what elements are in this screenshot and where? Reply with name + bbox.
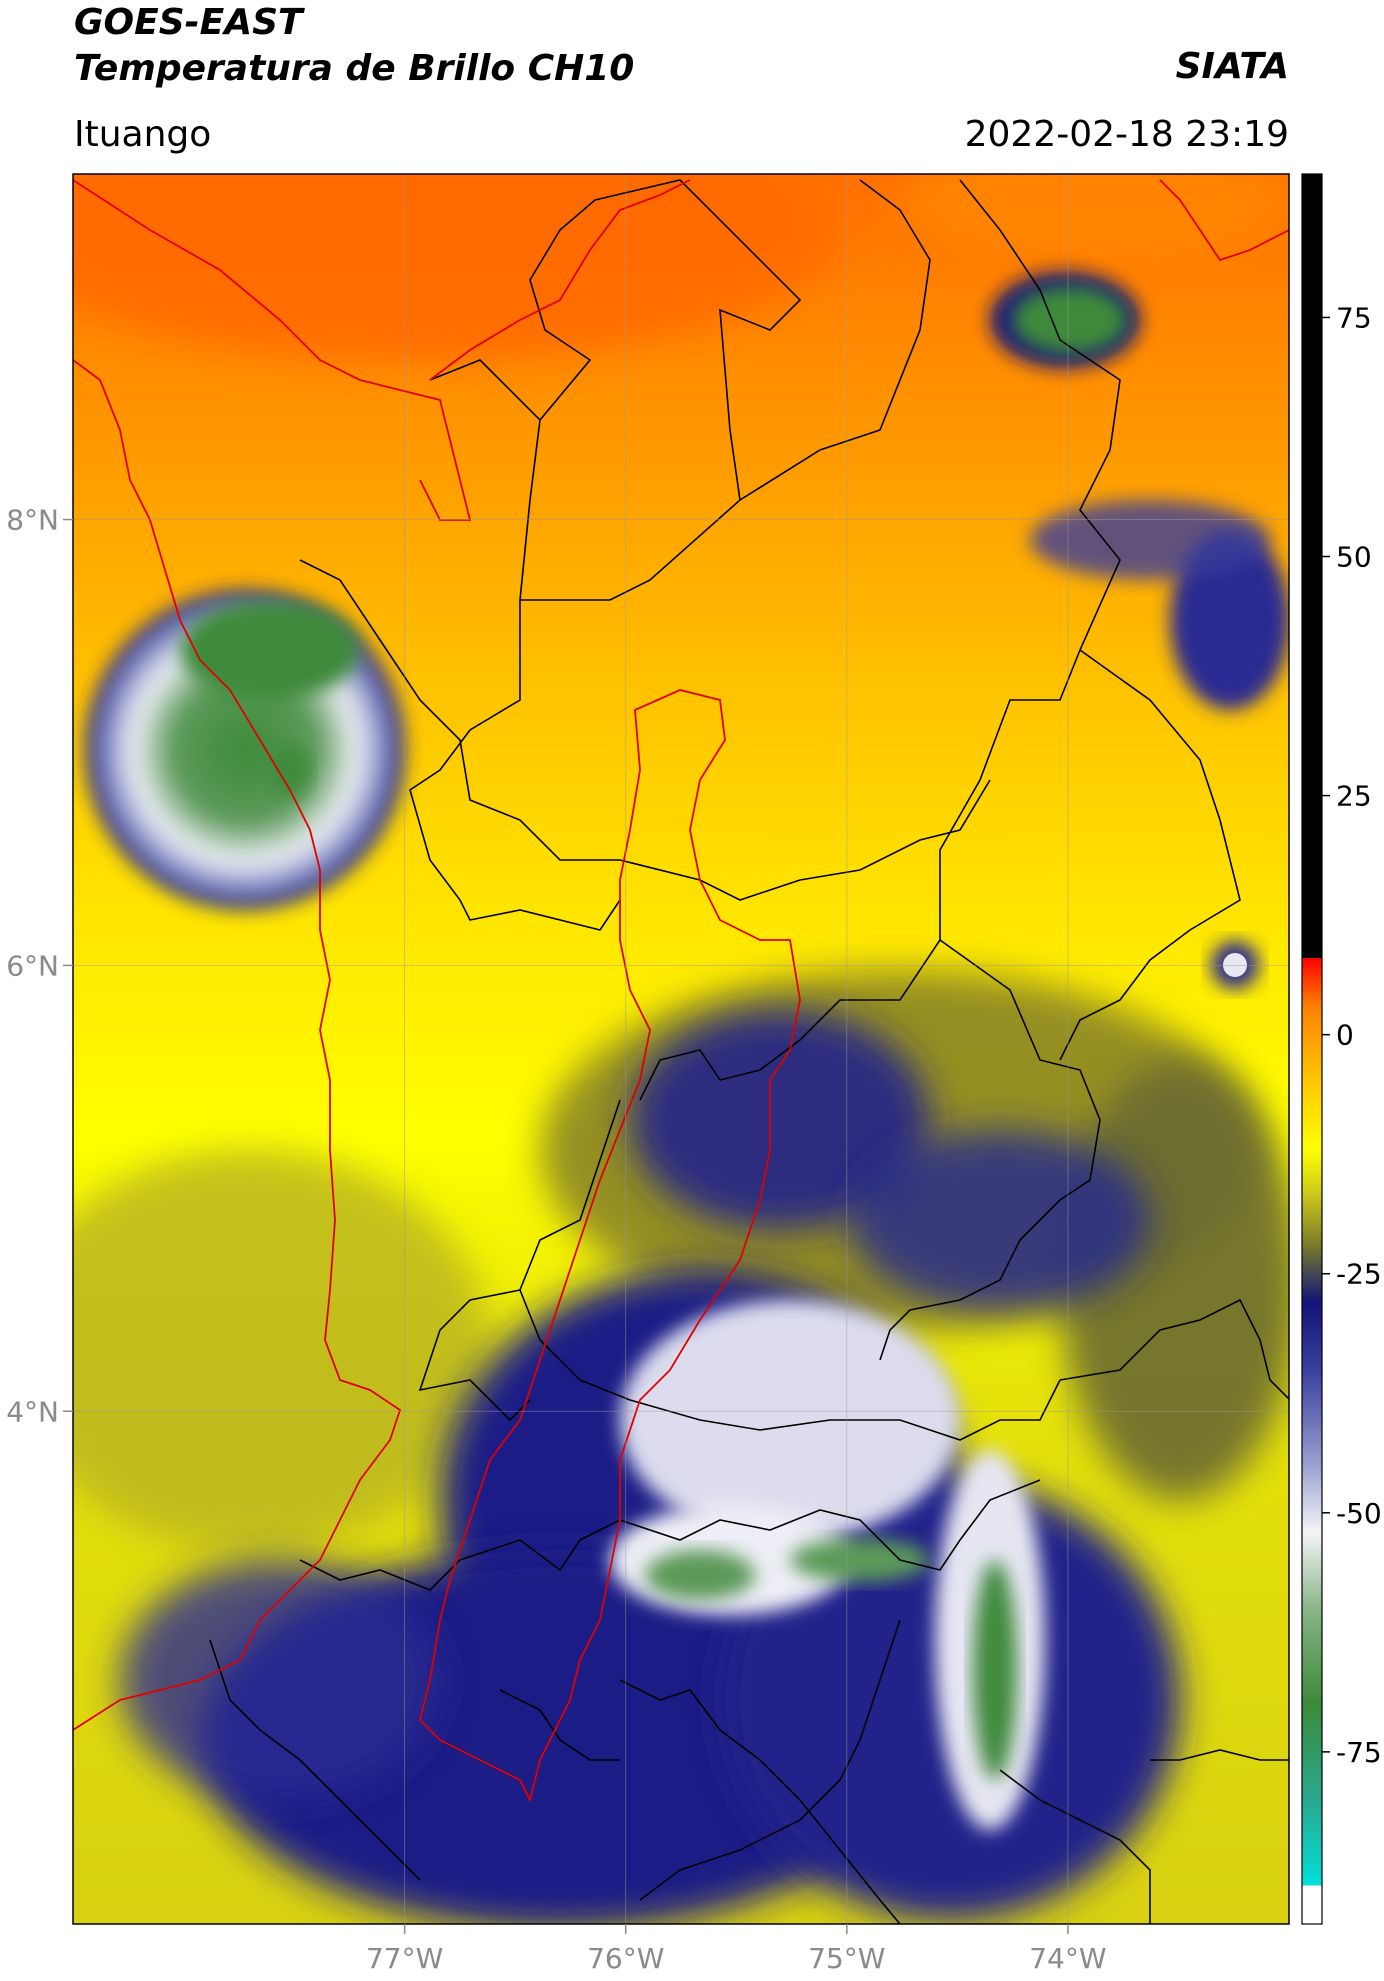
- colorbar-tick-label: -50: [1336, 1497, 1382, 1530]
- lon-tick-label: 76°W: [587, 1942, 664, 1975]
- lon-tick-label: 77°W: [366, 1942, 443, 1975]
- title-block: GOES-EAST Temperatura de Brillo CH10: [74, 0, 634, 92]
- colorbar-tick-label: 0: [1336, 1019, 1354, 1052]
- coastline: [73, 179, 1289, 1731]
- lat-tick-label: 6°N: [6, 949, 59, 982]
- lon-tick-label: 74°W: [1029, 1942, 1106, 1975]
- satellite-title: GOES-EAST: [74, 2, 303, 43]
- datetime-label: 2022-02-18 23:19: [964, 114, 1289, 155]
- location-label: Ituango: [74, 114, 212, 155]
- latitude-ticks: 8°N 6°N 4°N: [6, 504, 73, 1428]
- longitude-ticks: 77°W 76°W 75°W 74°W: [366, 1924, 1107, 1975]
- satellite-imagery: [73, 174, 1289, 1924]
- colorbar-tick-label: 25: [1336, 780, 1372, 813]
- colorbar-tick-label: -75: [1336, 1736, 1382, 1769]
- lat-tick-label: 4°N: [6, 1395, 59, 1428]
- lat-tick-label: 8°N: [6, 504, 59, 537]
- graticule: [73, 174, 1289, 1924]
- admin-boundaries: [209, 179, 1289, 1924]
- colorbar-tick-label: 50: [1336, 541, 1372, 574]
- colorbar-tick-label: 75: [1336, 301, 1372, 334]
- brand-label: SIATA: [1175, 46, 1289, 87]
- colorbar-gradient: [1301, 173, 1323, 1925]
- colorbar: 75 50 25 0 -25 -50 -75: [1301, 173, 1382, 1925]
- product-title: Temperatura de Brillo CH10: [74, 48, 635, 89]
- lon-tick-label: 75°W: [808, 1942, 885, 1975]
- colorbar-tick-label: -25: [1336, 1258, 1382, 1291]
- map-frame: [72, 173, 1290, 1925]
- watershed-outline: [419, 689, 801, 1803]
- boundaries: [73, 179, 1289, 1924]
